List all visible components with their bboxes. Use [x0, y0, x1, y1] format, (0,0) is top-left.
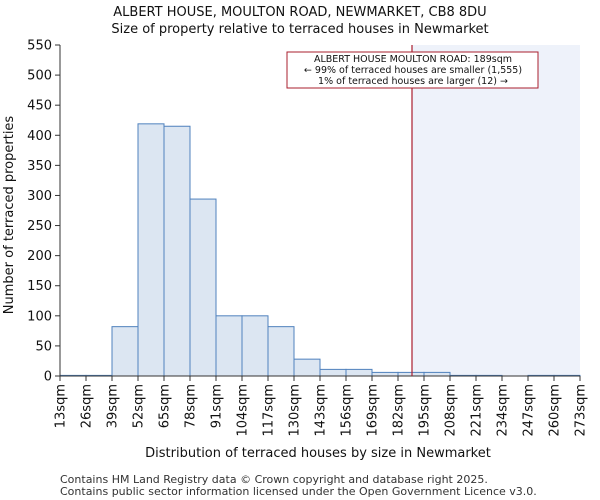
annotation-line-3: 1% of terraced houses are larger (12) → [318, 76, 508, 87]
x-tick-label: 117sqm [262, 384, 277, 437]
annotation-line-2: ← 99% of terraced houses are smaller (1,… [304, 65, 522, 76]
x-tick-label: 52sqm [132, 384, 147, 428]
bar-156sqm [345, 368, 373, 377]
y-tick-label: 100 [27, 309, 52, 324]
y-tick-label: 450 [27, 99, 52, 114]
x-tick-label: 195sqm [418, 384, 433, 437]
x-tick-label: 247sqm [522, 384, 537, 437]
x-tick-label: 143sqm [314, 384, 329, 437]
bar-143sqm [319, 368, 347, 377]
x-tick-label: 273sqm [574, 384, 589, 437]
bar-169sqm [371, 371, 399, 377]
bar-104sqm [241, 315, 269, 377]
x-tick-label: 130sqm [288, 384, 303, 437]
chart-title: ALBERT HOUSE, MOULTON ROAD, NEWMARKET, C… [113, 5, 486, 20]
annotation-border [286, 51, 539, 89]
x-tick-label: 65sqm [158, 384, 173, 428]
bar-195sqm [423, 371, 451, 377]
chart-subtitle: Size of property relative to terraced ho… [111, 22, 488, 37]
y-tick-label: 50 [35, 339, 52, 354]
x-tick-label: 234sqm [496, 384, 511, 437]
x-tick-label: 182sqm [392, 384, 407, 437]
footer-copyright: Contains HM Land Registry data © Crown c… [60, 473, 488, 486]
annotation-box: ALBERT HOUSE MOULTON ROAD: 189sqm ← 99% … [286, 51, 539, 89]
x-tick-label: 208sqm [444, 384, 459, 437]
bars [59, 123, 581, 377]
bar-91sqm [215, 315, 243, 377]
x-tick-label: 13sqm [54, 384, 69, 428]
y-tick-label: 300 [27, 189, 52, 204]
larger-region-shade [412, 45, 580, 376]
x-tick-label: 39sqm [106, 384, 121, 428]
footer-licence: Contains public sector information licen… [60, 485, 537, 498]
y-tick-label: 500 [27, 69, 52, 84]
bar-52sqm [137, 123, 165, 377]
x-tick-label: 78sqm [184, 384, 199, 428]
x-tick-label: 260sqm [548, 384, 563, 437]
y-tick-label: 550 [27, 39, 52, 54]
x-tick-label: 156sqm [340, 384, 355, 437]
bar-117sqm [267, 326, 295, 377]
annotation-line-1: ALBERT HOUSE MOULTON ROAD: 189sqm [314, 54, 512, 65]
y-axis-ticks: 0 50 100 150 200 250 300 350 400 450 500 550 [27, 39, 60, 385]
y-tick-label: 150 [27, 279, 52, 294]
y-tick-label: 350 [27, 159, 52, 174]
larger-properties-shade [412, 45, 580, 376]
y-axis-label: Number of terraced properties [2, 116, 17, 315]
x-tick-label: 104sqm [236, 384, 251, 437]
bar-78sqm [189, 198, 217, 377]
y-tick-label: 250 [27, 219, 52, 234]
x-tick-label: 221sqm [470, 384, 485, 437]
x-axis-label: Distribution of terraced houses by size … [145, 446, 491, 461]
bar-39sqm [111, 326, 139, 377]
x-tick-label: 169sqm [366, 384, 381, 437]
y-tick-label: 200 [27, 249, 52, 264]
bar-65sqm [163, 125, 191, 377]
bar-182sqm [397, 371, 425, 377]
x-axis-ticks: 13sqm 26sqm 39sqm 52sqm 65sqm 78sqm 91sqm 104sq… [54, 376, 589, 437]
bar-130sqm [293, 358, 321, 377]
x-tick-label: 26sqm [80, 384, 95, 428]
y-tick-label: 0 [44, 370, 52, 385]
y-tick-label: 400 [27, 129, 52, 144]
x-tick-label: 91sqm [210, 384, 225, 428]
